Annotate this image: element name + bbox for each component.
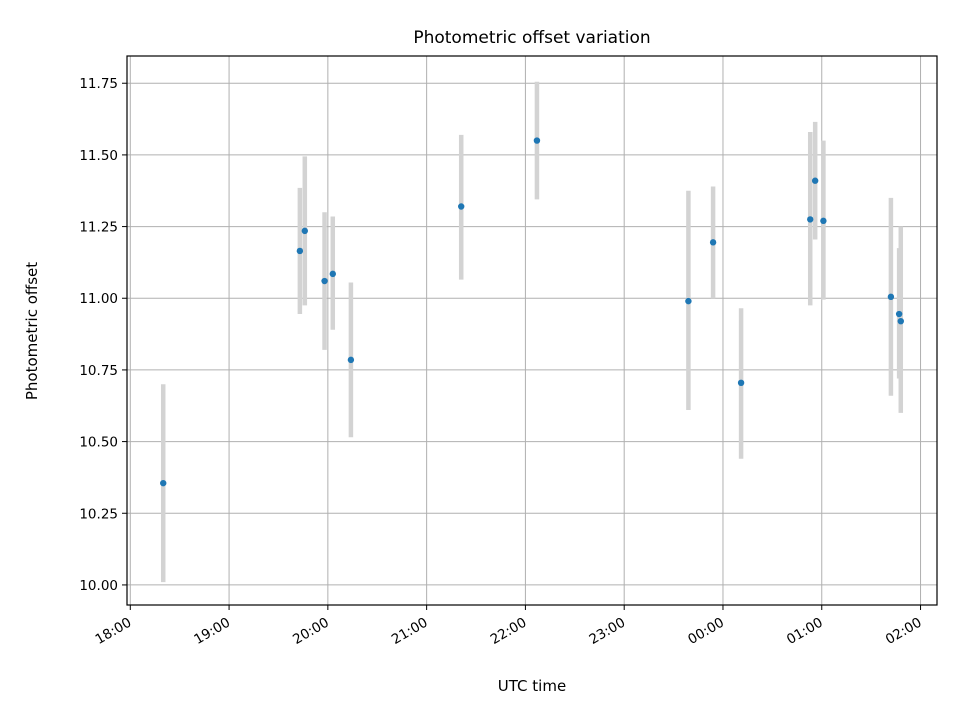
y-tick-label: 10.75 bbox=[79, 363, 118, 379]
data-point bbox=[321, 277, 328, 285]
y-tick-label: 11.75 bbox=[79, 76, 118, 92]
data-point bbox=[811, 177, 819, 184]
y-tick-label: 11.50 bbox=[79, 148, 118, 164]
data-point bbox=[296, 247, 304, 255]
data-point bbox=[458, 203, 465, 210]
data-point bbox=[160, 479, 167, 487]
data-point bbox=[533, 137, 541, 144]
y-axis-ticks: 10.00 10.25 10.50 10.75 11.00 11.25 11.50 11.75 bbox=[79, 76, 127, 594]
grid bbox=[127, 56, 937, 605]
y-tick-label: 10.25 bbox=[79, 506, 118, 522]
data-point bbox=[895, 310, 903, 318]
data-point bbox=[329, 270, 336, 278]
data-point bbox=[709, 239, 717, 246]
x-axis-label: UTC time bbox=[498, 677, 566, 695]
data-point bbox=[347, 356, 355, 364]
y-tick-label: 11.00 bbox=[79, 291, 118, 307]
data-point bbox=[820, 217, 827, 225]
data-point bbox=[807, 216, 814, 223]
data-point bbox=[737, 379, 745, 387]
data-point bbox=[301, 227, 309, 235]
data-point bbox=[685, 297, 692, 305]
plot-frame bbox=[126, 55, 938, 606]
y-tick-label: 11.25 bbox=[79, 220, 118, 236]
data-points bbox=[160, 137, 904, 487]
chart-title: Photometric offset variation bbox=[413, 28, 650, 48]
y-axis-label: Photometric offset bbox=[23, 262, 41, 400]
y-tick-label: 10.50 bbox=[79, 435, 118, 451]
data-point bbox=[897, 317, 904, 325]
data-point bbox=[887, 293, 895, 301]
y-tick-label: 10.00 bbox=[79, 578, 118, 594]
